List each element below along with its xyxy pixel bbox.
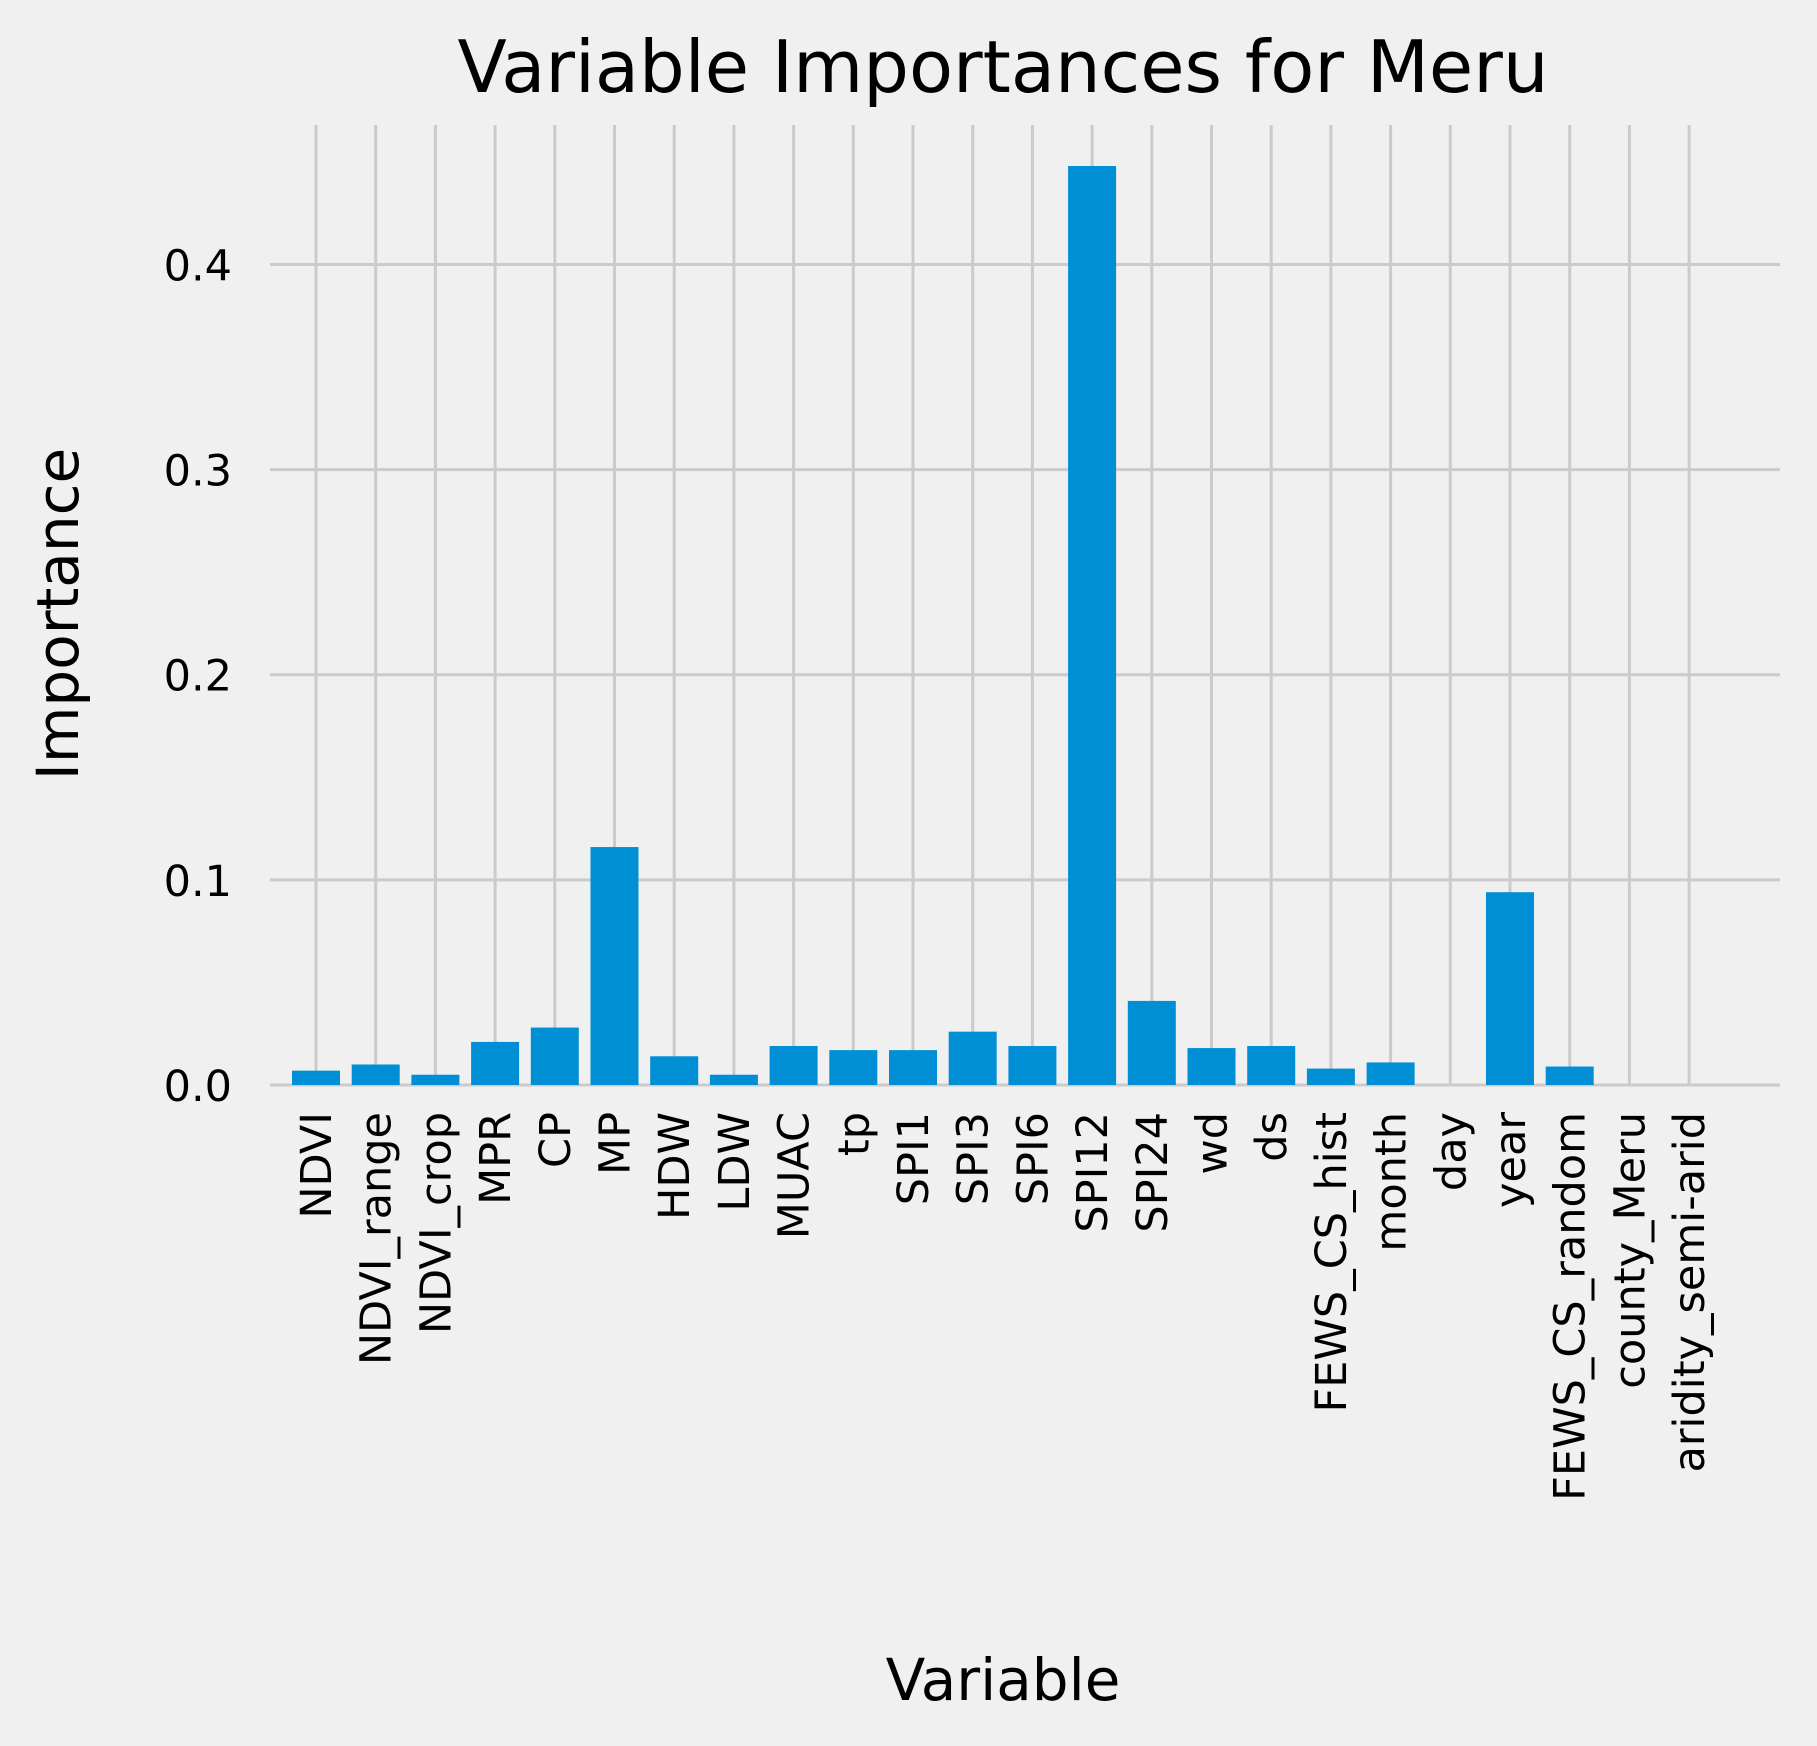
bar-ds <box>1247 1046 1296 1085</box>
y-tick-label: 0.4 <box>164 241 232 291</box>
bar-month <box>1366 1062 1415 1085</box>
x-tick-label: aridity_semi-arid <box>1665 1112 1715 1473</box>
x-tick-label: CP <box>531 1112 581 1168</box>
bar-ndvi-crop <box>411 1074 460 1085</box>
x-tick-label: month <box>1367 1112 1417 1252</box>
x-tick-label: SPI6 <box>1008 1112 1058 1205</box>
y-tick-label: 0.1 <box>164 857 232 907</box>
bar-ldw <box>709 1074 758 1085</box>
x-tick-label: NDVI_range <box>352 1112 402 1365</box>
bars <box>292 166 1594 1085</box>
x-tick-label: LDW <box>710 1112 760 1212</box>
y-tick-label: 0.0 <box>164 1062 232 1112</box>
bar-spi1 <box>889 1050 937 1085</box>
bar-hdw <box>650 1056 699 1085</box>
bar-ndvi <box>292 1070 340 1085</box>
y-axis-label: Importance <box>24 448 92 780</box>
x-tick-label: SPI1 <box>889 1112 939 1205</box>
bar-spi24 <box>1127 1000 1176 1085</box>
x-tick-label: FEWS_CS_random <box>1546 1112 1596 1501</box>
x-axis-label: Variable <box>886 1646 1121 1714</box>
x-tick-label: day <box>1426 1112 1476 1191</box>
x-tick-label: MP <box>591 1112 641 1175</box>
bar-year <box>1486 892 1534 1085</box>
x-tick-label: SPI3 <box>949 1112 999 1205</box>
x-tick-label: ds <box>1247 1112 1297 1162</box>
bar-spi12 <box>1068 166 1117 1085</box>
bar-fews-cs-hist <box>1306 1068 1355 1085</box>
x-tick-labels: NDVI NDVI_range NDVI_crop MPR CP MP HDW LDW MUAC… <box>292 1112 1715 1501</box>
bar-cp <box>530 1027 579 1085</box>
x-tick-label: county_Meru <box>1605 1112 1655 1389</box>
x-tick-label: NDVI <box>292 1112 342 1219</box>
x-tick-label: tp <box>829 1112 879 1156</box>
x-tick-label: wd <box>1188 1112 1238 1174</box>
x-tick-label: SPI12 <box>1068 1112 1118 1233</box>
y-tick-label: 0.2 <box>164 652 232 702</box>
bar-wd <box>1187 1048 1236 1085</box>
x-tick-label: year <box>1486 1112 1536 1208</box>
y-tick-labels: 0.0 0.1 0.2 0.3 0.4 <box>164 241 232 1112</box>
x-tick-label: FEWS_CS_hist <box>1307 1112 1357 1413</box>
bar-ndvi-range <box>351 1064 400 1085</box>
bar-spi6 <box>1008 1046 1057 1085</box>
x-tick-label: MUAC <box>770 1112 820 1239</box>
y-tick-label: 0.3 <box>164 447 232 497</box>
x-tick-label: SPI24 <box>1128 1112 1178 1233</box>
chart-title: Variable Importances for Meru <box>458 25 1549 109</box>
bar-muac <box>769 1046 818 1085</box>
x-tick-label: HDW <box>650 1112 700 1220</box>
bar-fews-cs-random <box>1545 1066 1594 1085</box>
bar-mp <box>590 847 639 1085</box>
bar-mpr <box>471 1041 520 1085</box>
grid <box>270 125 1780 1087</box>
x-tick-label: MPR <box>471 1112 521 1205</box>
bar-spi3 <box>948 1031 997 1085</box>
x-tick-label: NDVI_crop <box>411 1112 461 1334</box>
bar-tp <box>829 1050 878 1085</box>
